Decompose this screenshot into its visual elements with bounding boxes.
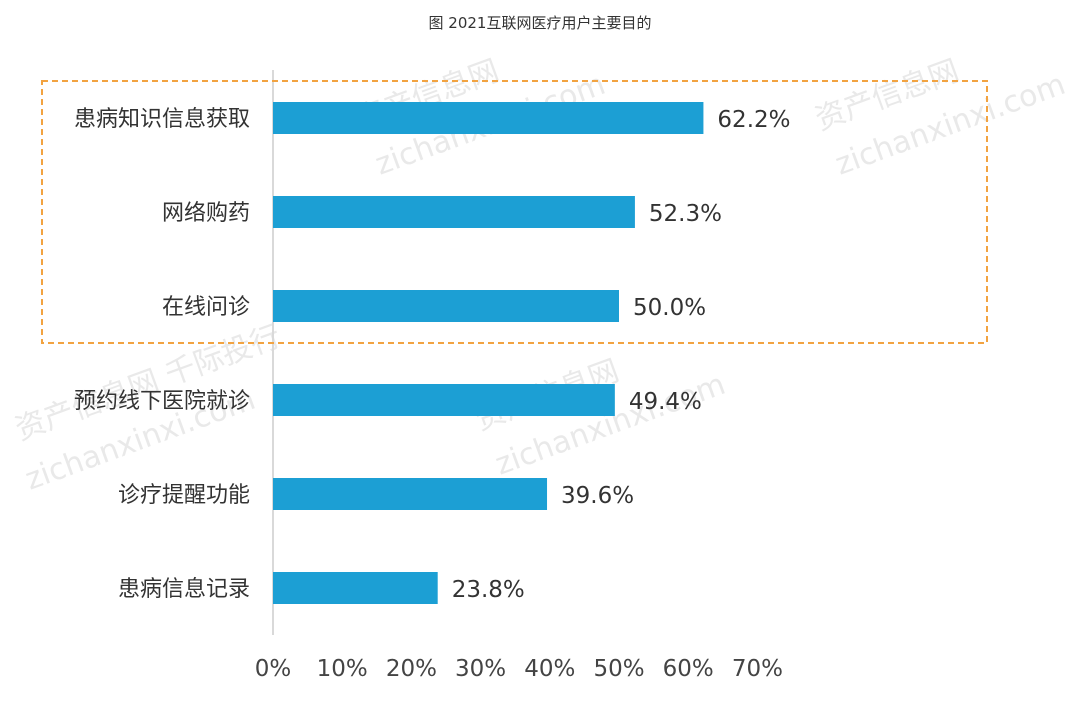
value-label: 23.8%: [452, 577, 525, 603]
bar: [273, 196, 635, 228]
value-label: 49.4%: [629, 389, 702, 415]
bar: [273, 572, 438, 604]
bar: [273, 384, 615, 416]
category-label: 网络购药: [162, 201, 250, 226]
highlight-box: [41, 80, 988, 344]
value-label: 62.2%: [717, 107, 790, 133]
x-tick-label: 0%: [255, 656, 292, 682]
bar: [273, 478, 548, 510]
x-tick-label: 50%: [593, 656, 644, 682]
x-tick-label: 60%: [663, 656, 714, 682]
value-label: 39.6%: [561, 483, 634, 509]
category-label: 预约线下医院就诊: [74, 389, 250, 414]
category-label: 患病知识信息获取: [74, 107, 250, 132]
x-tick-label: 10%: [317, 656, 368, 682]
x-tick-label: 20%: [386, 656, 437, 682]
category-label: 诊疗提醒功能: [118, 483, 250, 508]
category-label: 患病信息记录: [118, 577, 250, 602]
chart-title: 图 2021互联网医疗用户主要目的: [428, 14, 652, 32]
x-tick-label: 30%: [455, 656, 506, 682]
category-label: 在线问诊: [162, 295, 250, 320]
value-label: 52.3%: [649, 201, 722, 227]
value-label: 50.0%: [633, 295, 706, 321]
x-tick-label: 40%: [524, 656, 575, 682]
bar: [273, 102, 704, 134]
x-tick-label: 70%: [732, 656, 783, 682]
bar: [273, 290, 619, 322]
